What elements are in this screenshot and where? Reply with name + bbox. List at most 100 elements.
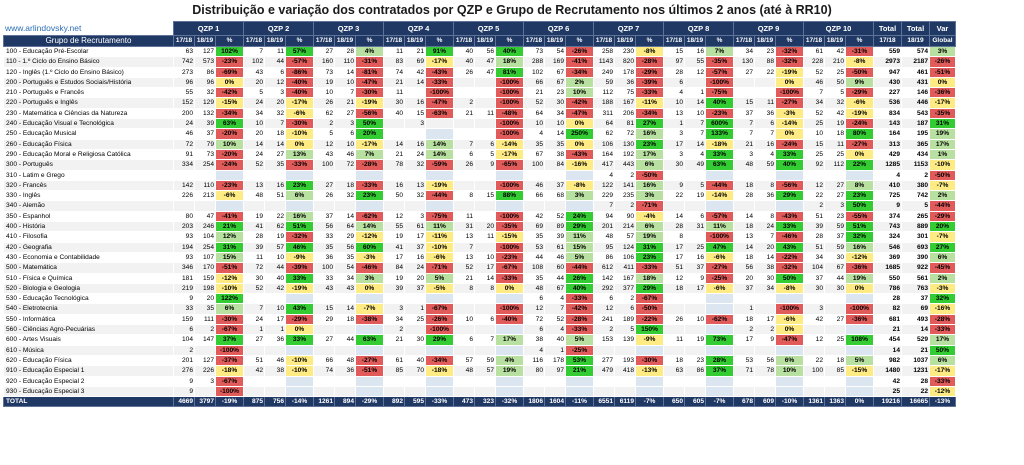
global-variation: 17% — [929, 138, 956, 150]
value-1819: 11 — [754, 97, 776, 109]
value-1819: 178 — [614, 66, 636, 78]
value-1718: 14 — [243, 138, 265, 150]
value-1819: 23 — [684, 354, 706, 367]
table-row: 910 - Educação Especial 1 276 226 -18% 42 38-… — [3, 365, 956, 377]
total-1718: 546 — [873, 241, 902, 253]
group-name: 430 - Economia e Contabilidade — [3, 251, 174, 264]
total-1819: 434 — [901, 148, 930, 161]
value-1819: 9 — [754, 334, 776, 346]
value-1819 — [474, 344, 496, 356]
table-row: 400 - História 203 246 21% 41 62 51% 56 64 14% 55 6… — [3, 221, 956, 233]
value-1819: 14 — [684, 97, 706, 109]
variation-pct: -86% — [285, 66, 314, 78]
total-1819: 2 — [901, 169, 930, 181]
variation-pct: -36% — [845, 262, 874, 274]
value-1718: 72 — [173, 138, 195, 150]
value-1718 — [243, 200, 265, 212]
variation-pct — [635, 385, 664, 398]
value-1718: 28 — [243, 231, 265, 243]
variation-pct: 33% — [775, 148, 804, 161]
value-1718: 13 — [663, 107, 685, 120]
variation-pct: 51% — [845, 221, 874, 233]
header-total-1718: Total — [873, 21, 902, 36]
group-name: 320 - Francês — [3, 179, 174, 192]
value-1819 — [684, 375, 706, 387]
variation-pct: 80% — [845, 128, 874, 140]
total-1718: 21 — [873, 324, 902, 336]
value-1819 — [404, 375, 426, 387]
value-1819: 20 — [194, 293, 216, 305]
total-1819: 14 — [901, 324, 930, 336]
variation-pct: -29% — [845, 87, 874, 99]
value-1718: 479 — [593, 365, 615, 377]
value-1718: 19 — [383, 272, 405, 284]
variation-pct: 11% — [425, 221, 454, 233]
value-1718: 1 — [733, 303, 755, 315]
value-1718: 93 — [173, 231, 195, 243]
value-1819: 20 — [754, 241, 776, 253]
global-variation: -45% — [929, 262, 956, 274]
group-name: 260 - Educação Física — [3, 138, 174, 150]
header-sub-pct: % — [705, 35, 734, 47]
value-1819: 64 — [334, 221, 356, 233]
variation-pct: -33% — [425, 76, 454, 89]
table-row: 520 - Biologia e Geologia 219 198 -10% 52 42-… — [3, 282, 956, 295]
variation-pct: -63% — [425, 107, 454, 120]
variation-pct: -28% — [635, 56, 664, 68]
value-1819: 44 — [264, 262, 286, 274]
variation-pct: -14% — [705, 190, 734, 202]
variation-pct: -71% — [425, 262, 454, 274]
variation-pct: -23% — [705, 107, 734, 120]
value-1819: 8 — [474, 282, 496, 295]
value-1819: 90 — [614, 210, 636, 223]
value-1718: 21 — [733, 138, 755, 150]
table-row: 120 - Inglês (1.º Ciclo do Ensino Básico… — [3, 66, 956, 78]
value-1819: 27 — [824, 313, 846, 326]
value-1819: 159 — [194, 272, 216, 284]
variation-pct: -42% — [215, 87, 244, 99]
value-1718 — [803, 344, 825, 356]
value-1718: 258 — [593, 45, 615, 58]
value-1718: 97 — [663, 56, 685, 68]
variation-pct — [285, 385, 314, 398]
table-row: 530 - Educação Tecnológica 9 20 122% 6 4 -33% 6… — [3, 293, 956, 305]
table-row: 610 - Música 2 -100% 4 1 -25% 14 21 50% — [3, 344, 956, 356]
variation-pct: 31% — [215, 241, 244, 253]
variation-pct: -47% — [425, 97, 454, 109]
global-variation: 27% — [929, 241, 956, 253]
value-1718: 66 — [313, 354, 335, 367]
variation-pct: 14% — [355, 221, 384, 233]
variation-pct: -3% — [355, 251, 384, 264]
value-1819: 9 — [684, 272, 706, 284]
variation-pct — [635, 344, 664, 356]
variation-pct: -71% — [635, 200, 664, 212]
value-1819 — [404, 293, 426, 305]
total-1718: 550 — [873, 272, 902, 284]
value-1718 — [453, 385, 475, 398]
variation-pct: -10% — [285, 365, 314, 377]
value-1819: 68 — [544, 190, 566, 202]
value-1819: 19 — [824, 118, 846, 130]
value-1819: 61 — [544, 241, 566, 253]
value-1819 — [684, 303, 706, 315]
total-1819: 146 — [901, 87, 930, 99]
variation-pct — [775, 344, 804, 356]
value-1718 — [453, 375, 475, 387]
variation-pct: 0% — [355, 282, 384, 295]
variation-pct: -31% — [845, 45, 874, 58]
group-name: 930 - Educação Especial 3 — [3, 385, 174, 398]
variation-pct — [705, 200, 734, 212]
value-1819 — [684, 344, 706, 356]
table-row: 420 - Geografia 194 254 31% 39 57 46% 35 56 60% 41… — [3, 241, 956, 253]
variation-pct: 40% — [705, 97, 734, 109]
variation-pct — [355, 293, 384, 305]
value-1718: 249 — [593, 66, 615, 78]
global-variation: 3% — [929, 45, 956, 58]
variation-pct: -50% — [845, 66, 874, 78]
value-1718: 34 — [733, 45, 755, 58]
value-1718 — [383, 385, 405, 398]
total-1819: 889 — [901, 221, 930, 233]
variation-pct: 0% — [565, 138, 594, 150]
value-1718 — [663, 293, 685, 305]
value-1718: 18 — [733, 251, 755, 264]
